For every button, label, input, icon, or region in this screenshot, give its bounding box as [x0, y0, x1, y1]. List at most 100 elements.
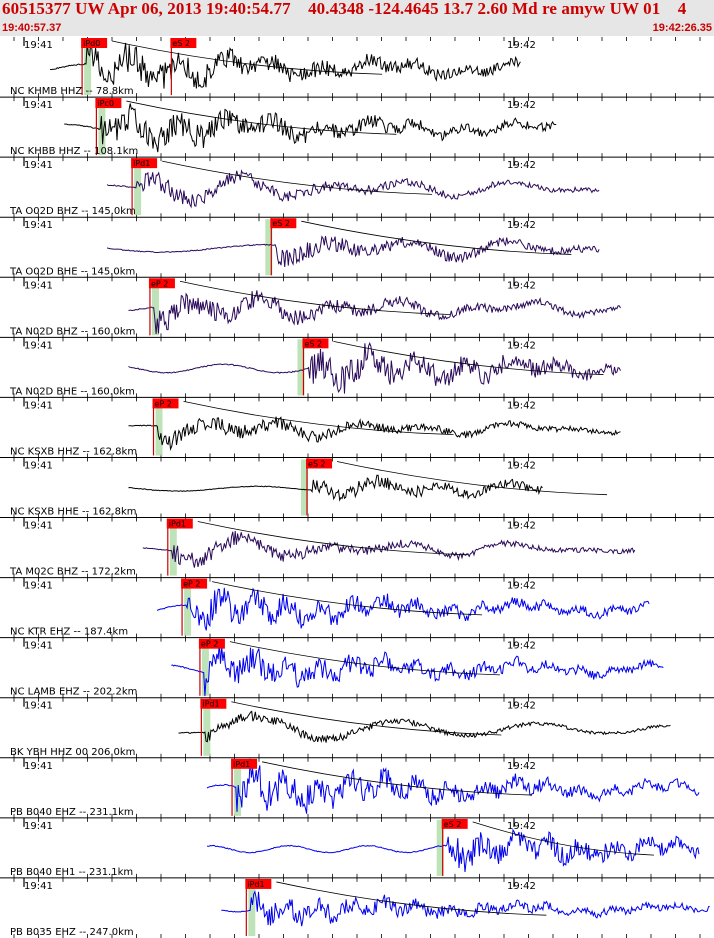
- travel-time-curve: [211, 581, 483, 616]
- channel-label: TA N02D BHZ -- 160.0km: [9, 326, 135, 337]
- channel-label: TA M02C BHZ -- 172.2km: [9, 567, 136, 578]
- pick-label: eS 2: [444, 820, 462, 829]
- seismic-trace: [128, 416, 621, 451]
- pick-box: [198, 638, 225, 649]
- seismic-trace: [106, 169, 600, 209]
- travel-time-curve: [162, 160, 433, 195]
- tick-label: 19:41: [24, 701, 53, 712]
- pick-label: eS 2: [304, 339, 322, 348]
- travel-time-curve: [183, 401, 454, 436]
- channel-row: 19:41 19:42 iPd1 PB B040 EHZ -- 231.1km: [0, 757, 714, 818]
- pick-box: [200, 698, 227, 709]
- channel-label: TA N02D BHE -- 160.0km: [9, 386, 135, 397]
- pick-box: [270, 218, 297, 229]
- channel-label: PB B040 EHZ -- 231.1km: [10, 807, 134, 818]
- channel-row: 19:41 19:42 eS 2 NC KSXB HHE -- 162.8km: [0, 456, 714, 518]
- channel-label: NC LAMB EHZ -- 202.2km: [10, 687, 137, 698]
- seismic-trace: [64, 103, 557, 153]
- pick-box: [152, 398, 179, 409]
- seismic-trace: [49, 42, 521, 89]
- pick-box: [245, 878, 272, 889]
- travel-time-curve: [229, 641, 500, 676]
- seismic-trace: [171, 643, 664, 697]
- pick-window: [301, 459, 309, 516]
- channel-row: 19:41 19:42 eS 2 TA O02D BHE -- 145.0km: [0, 216, 714, 278]
- travel-time-curve: [126, 100, 397, 135]
- channel-row: 19:41 19:42 iPd1 BK YBH HHZ 00 206.0km: [0, 697, 714, 758]
- pick-window: [436, 819, 444, 876]
- pick-window: [265, 219, 273, 276]
- travel-time-curve: [179, 280, 450, 315]
- pick-window: [155, 399, 163, 456]
- seismic-trace: [142, 530, 636, 568]
- pick-label: eP 2: [151, 279, 168, 288]
- channel-row: 19:41 19:42 iPd1 TA O02D BHZ -- 145.0km: [0, 156, 714, 218]
- channel-label: PB B040 EH1 -- 231.1km: [10, 867, 133, 878]
- pick-label: eS 2: [172, 39, 190, 48]
- channel-row: 19:41 19:42 eP 2 NC KTR EHZ -- 187.4km: [0, 577, 714, 638]
- pick-box: [170, 38, 197, 48]
- tick-label: 19:41: [24, 821, 53, 832]
- pick-box: [95, 98, 122, 109]
- channel-label: NC KSXB HHE -- 162.8km: [10, 507, 137, 518]
- pick-window: [169, 519, 177, 576]
- channel-label: TA O02D BHZ -- 145.0km: [9, 206, 136, 217]
- pick-window: [203, 699, 211, 756]
- pick-window: [84, 39, 92, 96]
- channel-label: NC KTR EHZ -- 187.4km: [10, 627, 128, 638]
- pick-window: [297, 339, 305, 396]
- seismic-trace: [106, 235, 600, 267]
- travel-time-curve: [231, 701, 502, 736]
- pick-box: [306, 458, 333, 469]
- travel-time-curve: [472, 821, 655, 856]
- pick-label: iPd1: [202, 700, 219, 709]
- tick-label: 19:42: [507, 160, 536, 171]
- travel-time-curve: [301, 220, 572, 255]
- tick-label: 19:42: [507, 40, 536, 51]
- pick-label: iPd1: [247, 880, 264, 889]
- tick-label: 19:42: [507, 400, 536, 411]
- travel-time-curve: [276, 881, 547, 916]
- channel-row: 19:41 19:42 iPc0 NC KHBB HHZ -- 108.1km: [0, 96, 714, 158]
- seismic-trace: [128, 290, 621, 334]
- channel-label: NC KSXB HHZ -- 162.8km: [10, 446, 137, 457]
- pick-window: [234, 759, 242, 816]
- tick-label: 19:42: [507, 460, 536, 471]
- window-start-time: 19:40:57.37: [2, 22, 62, 34]
- pick-window: [248, 879, 256, 936]
- pick-box: [131, 158, 158, 169]
- seismic-trace: [178, 710, 671, 744]
- tick-label: 19:42: [507, 220, 536, 231]
- channel-label: BK YBH HHZ 00 206.0km: [10, 747, 135, 758]
- tick-label: 19:42: [507, 701, 536, 712]
- pick-label: eS 2: [272, 219, 290, 228]
- event-header: 60515377 UW Apr 06, 2013 19:40:54.77 40.…: [0, 0, 714, 36]
- seismic-trace: [221, 890, 710, 927]
- seismic-trace: [128, 341, 621, 394]
- pick-label: iPd0: [83, 39, 100, 48]
- tick-label: 19:41: [24, 280, 53, 291]
- channel-row: 19:41 19:42 eS 2 TA N02D BHE -- 160.0km: [0, 336, 714, 398]
- pick-box: [181, 578, 208, 589]
- pick-label: iPd1: [233, 760, 250, 769]
- seismic-trace: [206, 758, 700, 814]
- tick-label: 19:42: [507, 340, 536, 351]
- tick-label: 19:42: [507, 881, 536, 892]
- pick-box: [231, 758, 258, 769]
- channel-label: TA O02D BHE -- 145.0km: [9, 266, 135, 277]
- tick-label: 19:41: [24, 581, 53, 592]
- pick-window: [134, 159, 142, 216]
- channel-row: 19:41 19:42 iPd1 PB B035 EHZ -- 247.0km: [0, 877, 714, 938]
- travel-time-curve: [336, 461, 608, 496]
- tick-label: 19:42: [507, 761, 536, 772]
- pick-label: eP 2: [201, 640, 218, 649]
- pick-box: [166, 518, 193, 529]
- tick-label: 19:41: [24, 160, 53, 171]
- event-title: 60515377 UW Apr 06, 2013 19:40:54.77 40.…: [2, 0, 687, 18]
- pick-label: iPd1: [169, 520, 186, 529]
- tick-label: 19:41: [24, 641, 53, 652]
- tick-label: 19:41: [24, 460, 53, 471]
- pick-window: [151, 279, 159, 336]
- tick-label: 19:41: [24, 400, 53, 411]
